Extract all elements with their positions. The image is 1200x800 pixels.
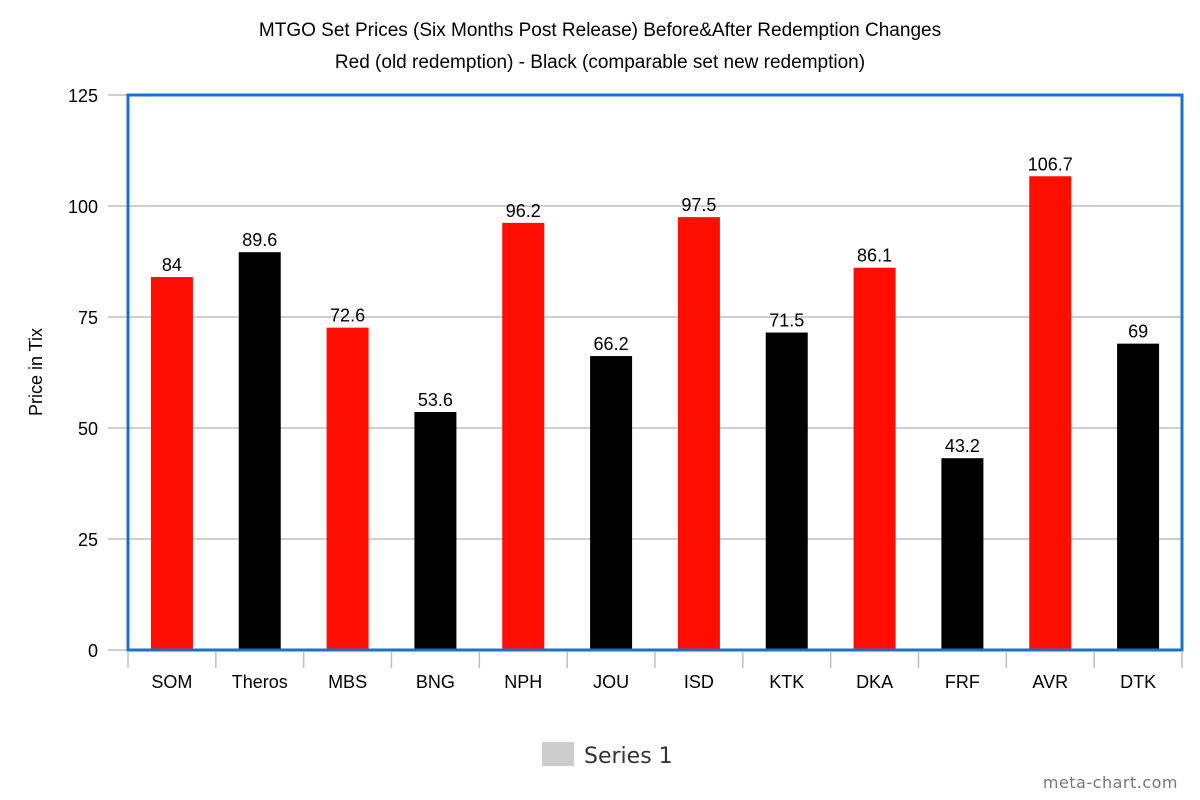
y-axis-label: Price in Tix <box>26 328 46 416</box>
x-tick-label: MBS <box>328 672 367 692</box>
y-axis-ticks: 0 25 50 75 100 125 <box>68 86 98 661</box>
data-label: 106.7 <box>1028 154 1073 174</box>
x-tick-label: Theros <box>232 672 288 692</box>
bar-bng <box>414 412 457 650</box>
data-label: 71.5 <box>769 311 804 331</box>
x-tick-label: NPH <box>504 672 542 692</box>
x-tick-label: KTK <box>769 672 804 692</box>
chart-title: MTGO Set Prices (Six Months Post Release… <box>259 20 941 41</box>
data-label: 84 <box>162 255 182 275</box>
x-tick-label: ISD <box>684 672 714 692</box>
bar-theros <box>238 252 281 650</box>
watermark: meta-chart.com <box>1042 773 1178 792</box>
legend: Series 1 <box>542 742 673 769</box>
bar-som <box>150 277 193 650</box>
x-tick-label: SOM <box>151 672 192 692</box>
bar-frf <box>941 458 984 650</box>
data-label: 69 <box>1128 322 1148 342</box>
bar-avr <box>1029 176 1072 650</box>
data-label: 86.1 <box>857 246 892 266</box>
data-label: 43.2 <box>945 436 980 456</box>
x-tick-label: BNG <box>416 672 455 692</box>
data-label: 72.6 <box>330 306 365 326</box>
legend-label: Series 1 <box>584 744 673 769</box>
bar-dka <box>853 267 896 650</box>
y-tick-label: 0 <box>88 641 98 661</box>
x-tick-label: AVR <box>1032 672 1068 692</box>
x-tick-label: DKA <box>856 672 893 692</box>
legend-swatch <box>542 742 574 766</box>
data-label: 96.2 <box>506 201 541 221</box>
chart-subtitle: Red (old redemption) - Black (comparable… <box>335 52 865 73</box>
data-label: 66.2 <box>594 334 629 354</box>
x-tick-label: JOU <box>593 672 629 692</box>
y-tick-label: 100 <box>68 197 98 217</box>
bar-mbs <box>326 327 369 650</box>
plot-area-border <box>126 93 1184 652</box>
bar-nph <box>502 222 545 650</box>
bars <box>150 176 1160 650</box>
y-tick-label: 25 <box>78 530 98 550</box>
data-label: 53.6 <box>418 390 453 410</box>
x-axis-ticks: SOM Theros MBS BNG NPH JOU ISD KTK DKA FRF AVR DTK <box>127 652 1183 692</box>
bar-dtk <box>1117 343 1160 650</box>
bar-isd <box>677 217 720 650</box>
y-tick-label: 75 <box>78 308 98 328</box>
x-tick-label: DTK <box>1120 672 1156 692</box>
bar-ktk <box>765 332 808 650</box>
y-tick-label: 50 <box>78 419 98 439</box>
x-tick-label: FRF <box>945 672 980 692</box>
bar-jou <box>590 356 633 650</box>
data-label: 89.6 <box>242 230 277 250</box>
data-labels: 84 89.6 72.6 53.6 96.2 66.2 97.5 71.5 86.1 43.2 10… <box>162 154 1148 456</box>
data-label: 97.5 <box>681 195 716 215</box>
y-tick-label: 125 <box>68 86 98 106</box>
